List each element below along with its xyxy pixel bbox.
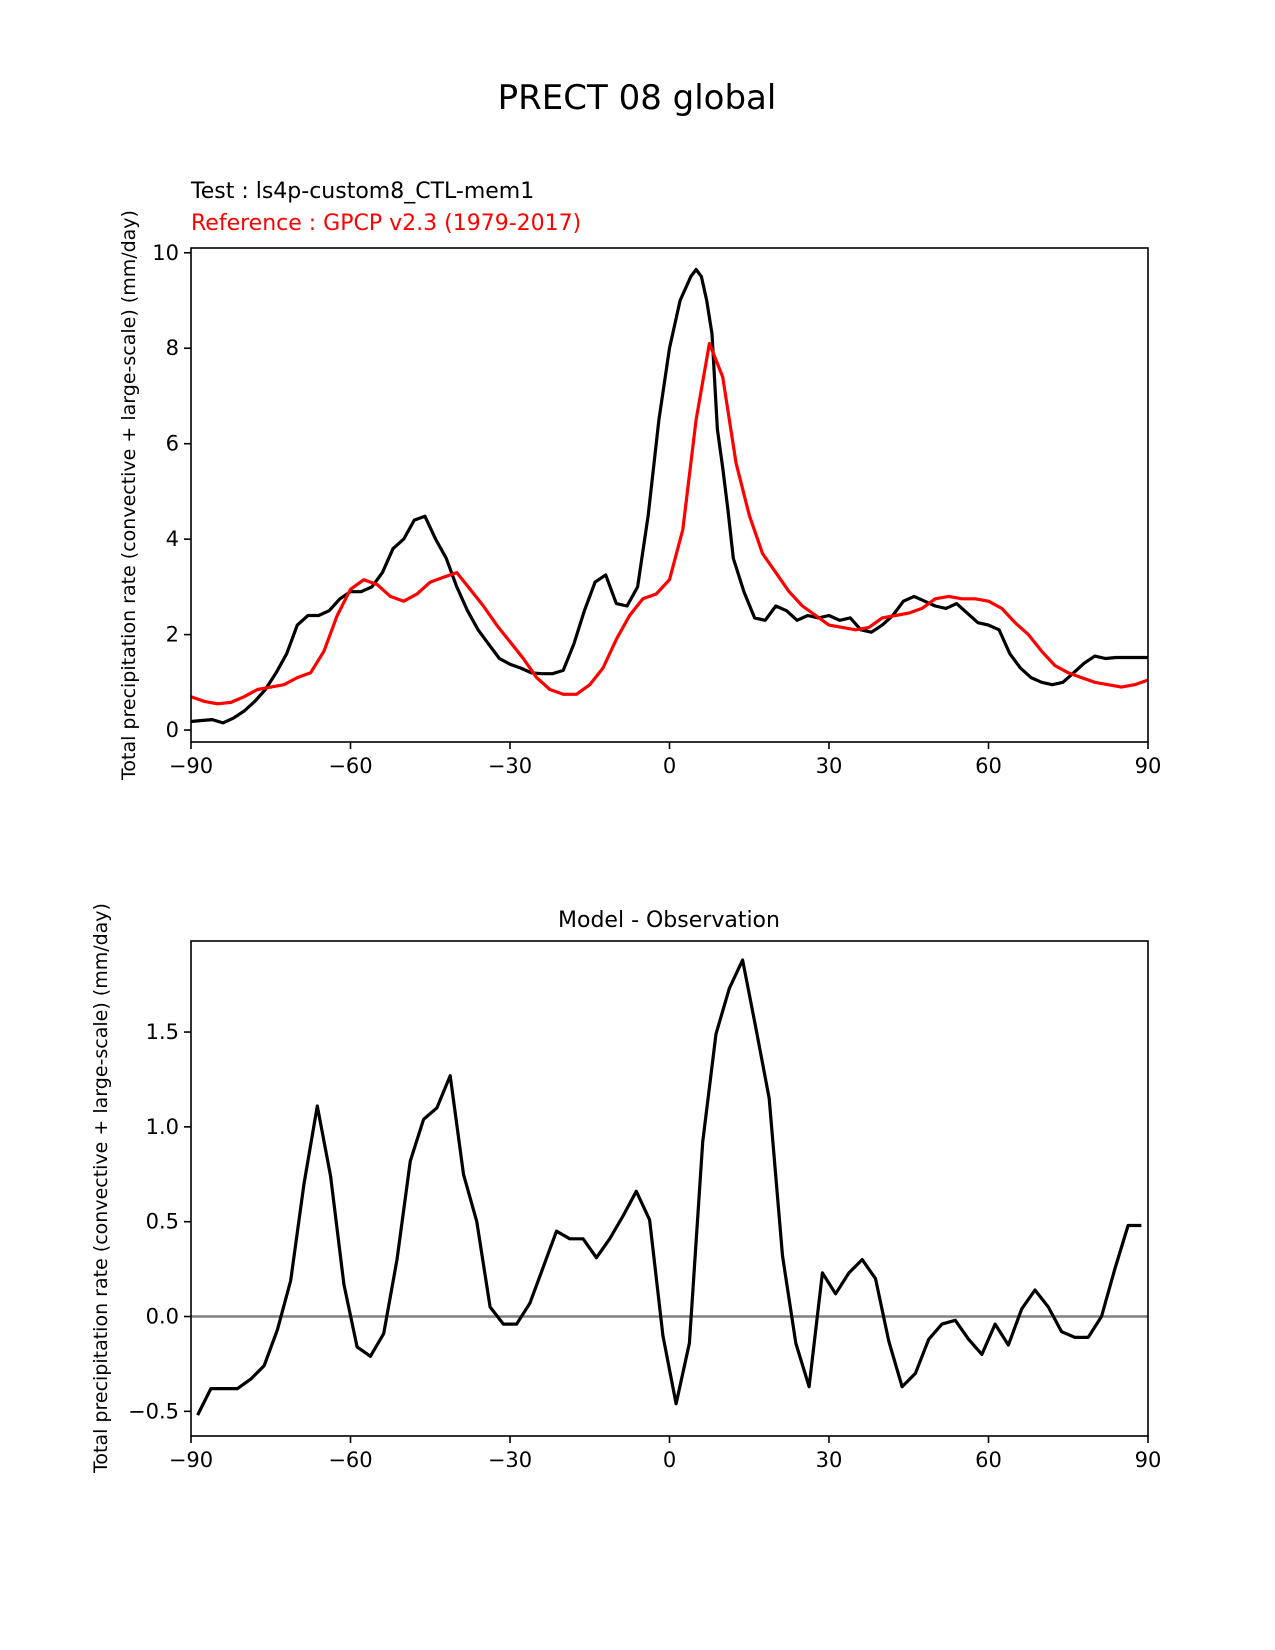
x-tick-label: 90 bbox=[1135, 754, 1162, 778]
x-tick-label: −60 bbox=[328, 754, 372, 778]
series-line-model-observation bbox=[196, 958, 1142, 1416]
x-tick-label: −90 bbox=[169, 754, 213, 778]
x-tick-label: −30 bbox=[488, 1448, 532, 1472]
x-tick-label: 0 bbox=[663, 1448, 676, 1472]
panel-precip-zonal-mean: Test : ls4p-custom8_CTL-mem1 Reference :… bbox=[118, 179, 1161, 781]
y-tick-label: 0.0 bbox=[146, 1305, 179, 1329]
y-tick-label: 1.5 bbox=[146, 1020, 179, 1044]
x-tick-label: 30 bbox=[816, 754, 843, 778]
panel-model-minus-observation: Model - Observation Total precipitation … bbox=[90, 903, 1161, 1474]
panel-title-bottom: Model - Observation bbox=[558, 908, 780, 933]
y-tick-label: 0 bbox=[166, 718, 179, 742]
series-line-reference-gpcp-v2-3-1979-2017 bbox=[190, 341, 1149, 706]
y-tick-label: 4 bbox=[166, 527, 179, 551]
y-axis-label-top: Total precipitation rate (convective + l… bbox=[118, 210, 140, 781]
x-tick-label: 30 bbox=[816, 1448, 843, 1472]
x-tick-label: −60 bbox=[328, 1448, 372, 1472]
reference-label: Reference : GPCP v2.3 (1979-2017) bbox=[191, 211, 581, 236]
x-tick-label: 90 bbox=[1135, 1448, 1162, 1472]
plot-area-top: −90 −60 −30 0 30 60 90 0 2 4 6 8 10 bbox=[152, 241, 1161, 778]
series-line-test-ls4p-custom8-ctl-mem1 bbox=[190, 267, 1148, 725]
y-tick-label: 10 bbox=[152, 241, 179, 265]
y-tick-label: −0.5 bbox=[128, 1399, 179, 1423]
x-tick-label: 0 bbox=[663, 754, 676, 778]
x-tick-label: −90 bbox=[169, 1448, 213, 1472]
y-tick-label: 1.0 bbox=[146, 1115, 179, 1139]
y-tick-label: 0.5 bbox=[146, 1210, 179, 1234]
x-tick-label: 60 bbox=[975, 1448, 1002, 1472]
y-tick-label: 6 bbox=[166, 432, 179, 456]
plot-area-bottom: −90 −60 −30 0 30 60 90 −0.5 0.0 0.5 1.0 1.5 bbox=[128, 940, 1162, 1472]
test-label: Test : ls4p-custom8_CTL-mem1 bbox=[190, 179, 534, 204]
x-tick-label: 60 bbox=[975, 754, 1002, 778]
figure-title: PRECT 08 global bbox=[498, 78, 777, 118]
y-tick-label: 2 bbox=[166, 623, 179, 647]
y-axis-label-bottom: Total precipitation rate (convective + l… bbox=[90, 903, 112, 1474]
y-tick-label: 8 bbox=[166, 336, 179, 360]
x-tick-label: −30 bbox=[488, 754, 532, 778]
